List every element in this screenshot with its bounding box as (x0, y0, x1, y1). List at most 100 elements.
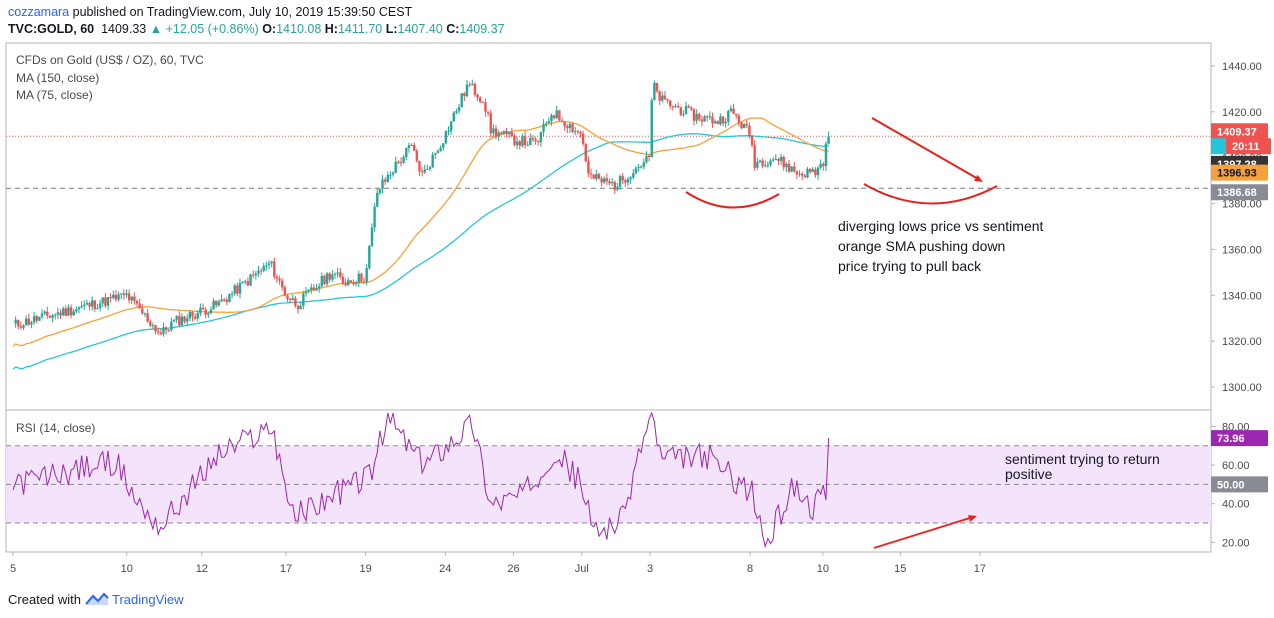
time-axis-tick-label: 10 (817, 563, 829, 575)
candle-body (666, 98, 669, 101)
annotation-sentiment: sentiment trying to return (1005, 451, 1160, 467)
candle-body (597, 174, 601, 179)
last-price: 1409.33 (101, 22, 147, 36)
candle-body (407, 145, 411, 149)
time-axis-tick-label: 19 (360, 563, 372, 575)
annotation-positive: positive (1005, 466, 1053, 482)
candle-body (508, 132, 511, 135)
candle-body (368, 245, 371, 268)
annotation-pull-back: price trying to pull back (838, 258, 982, 274)
price-badges: 1409.3720:111397.281396.931386.6873.9650… (1211, 123, 1271, 493)
candle-body (766, 164, 770, 166)
candle-body (397, 161, 400, 163)
candle-body (581, 133, 585, 144)
countdown-badge-text: 20:11 (1232, 141, 1260, 153)
candle-body (357, 273, 360, 283)
price-levels (6, 135, 1211, 189)
candle-body (700, 119, 704, 122)
candle-body (127, 293, 131, 301)
candle-body (442, 143, 445, 148)
candle-body (468, 84, 471, 86)
candle-body (254, 273, 258, 276)
publish-header: cozzamara published on TradingView.com, … (8, 5, 412, 19)
candle-body (500, 132, 503, 134)
candle-body (312, 287, 316, 290)
tradingview-link[interactable]: TradingView (112, 592, 184, 607)
candle-body (193, 316, 197, 319)
ma75-value-badge-bg (1211, 164, 1268, 181)
candle-body (708, 116, 712, 118)
candle-body (230, 293, 234, 295)
candle-body (40, 313, 44, 317)
candle-body (389, 174, 392, 176)
candle-body (793, 166, 796, 172)
candle-body (183, 316, 186, 322)
candle-body (394, 161, 397, 173)
candle-body (439, 147, 442, 151)
candle-body (307, 289, 310, 292)
candle-body (278, 278, 281, 281)
candle-body (742, 124, 746, 129)
last-price-badge: 1409.37 (1211, 123, 1268, 140)
candle-body (737, 115, 741, 123)
candle-body (72, 311, 75, 316)
candle-body (399, 162, 403, 164)
candle-body (663, 95, 667, 99)
candle-body (109, 297, 112, 299)
publisher-username[interactable]: cozzamara (8, 5, 70, 19)
candle-body (814, 169, 817, 176)
high-value: 1411.70 (337, 22, 383, 36)
time-axis-tick-label: 12 (196, 563, 208, 575)
candle-body (650, 100, 653, 158)
candle-body (444, 131, 448, 144)
candle-body (83, 304, 86, 307)
candle-body (415, 150, 419, 161)
candle-body (431, 154, 434, 168)
candle-body (423, 169, 426, 173)
candle-body (294, 298, 297, 306)
candle-body (24, 318, 28, 326)
support-level-badge-text: 1386.68 (1217, 187, 1257, 199)
close-label: C: (446, 22, 460, 36)
candle-body (724, 121, 727, 124)
candle-body (455, 111, 458, 113)
candle-body (782, 156, 785, 168)
candle-body (373, 206, 376, 228)
candle-body (164, 327, 168, 331)
candle-body (61, 308, 65, 316)
candle-body (48, 315, 52, 318)
candle-body (38, 316, 41, 321)
price-axis-tick-label: 1300.00 (1222, 382, 1262, 394)
candle-body (510, 132, 514, 136)
candle-body (120, 293, 123, 295)
price-axis-tick-label: 1380.00 (1222, 199, 1262, 211)
candle-body (64, 308, 67, 316)
candle-body (750, 135, 754, 146)
ma150-badge-sliver (1211, 138, 1226, 155)
candle-body (576, 131, 580, 133)
candle-body (629, 177, 632, 180)
candle-body (481, 101, 485, 103)
last-price-badge-text: 1409.37 (1217, 126, 1257, 138)
candle-body (795, 171, 799, 175)
candle-body (695, 113, 698, 121)
candle-body (777, 158, 780, 161)
candle-body (610, 182, 614, 184)
candle-body (771, 159, 775, 161)
candle-body (291, 298, 294, 300)
candle-body (449, 121, 453, 132)
candle-body (513, 135, 516, 145)
candle-body (674, 105, 677, 107)
candle-body (618, 176, 622, 187)
ma75-value-badge-text: 1396.93 (1217, 168, 1257, 180)
candle-body (806, 168, 809, 178)
candle-body (207, 313, 210, 315)
candle-body (642, 162, 646, 167)
countdown-badge-bg (1226, 138, 1271, 155)
candle-body (51, 315, 54, 318)
candle-body (220, 299, 223, 302)
candle-body (808, 168, 812, 172)
candle-body (465, 84, 469, 97)
candle-body (304, 291, 308, 294)
